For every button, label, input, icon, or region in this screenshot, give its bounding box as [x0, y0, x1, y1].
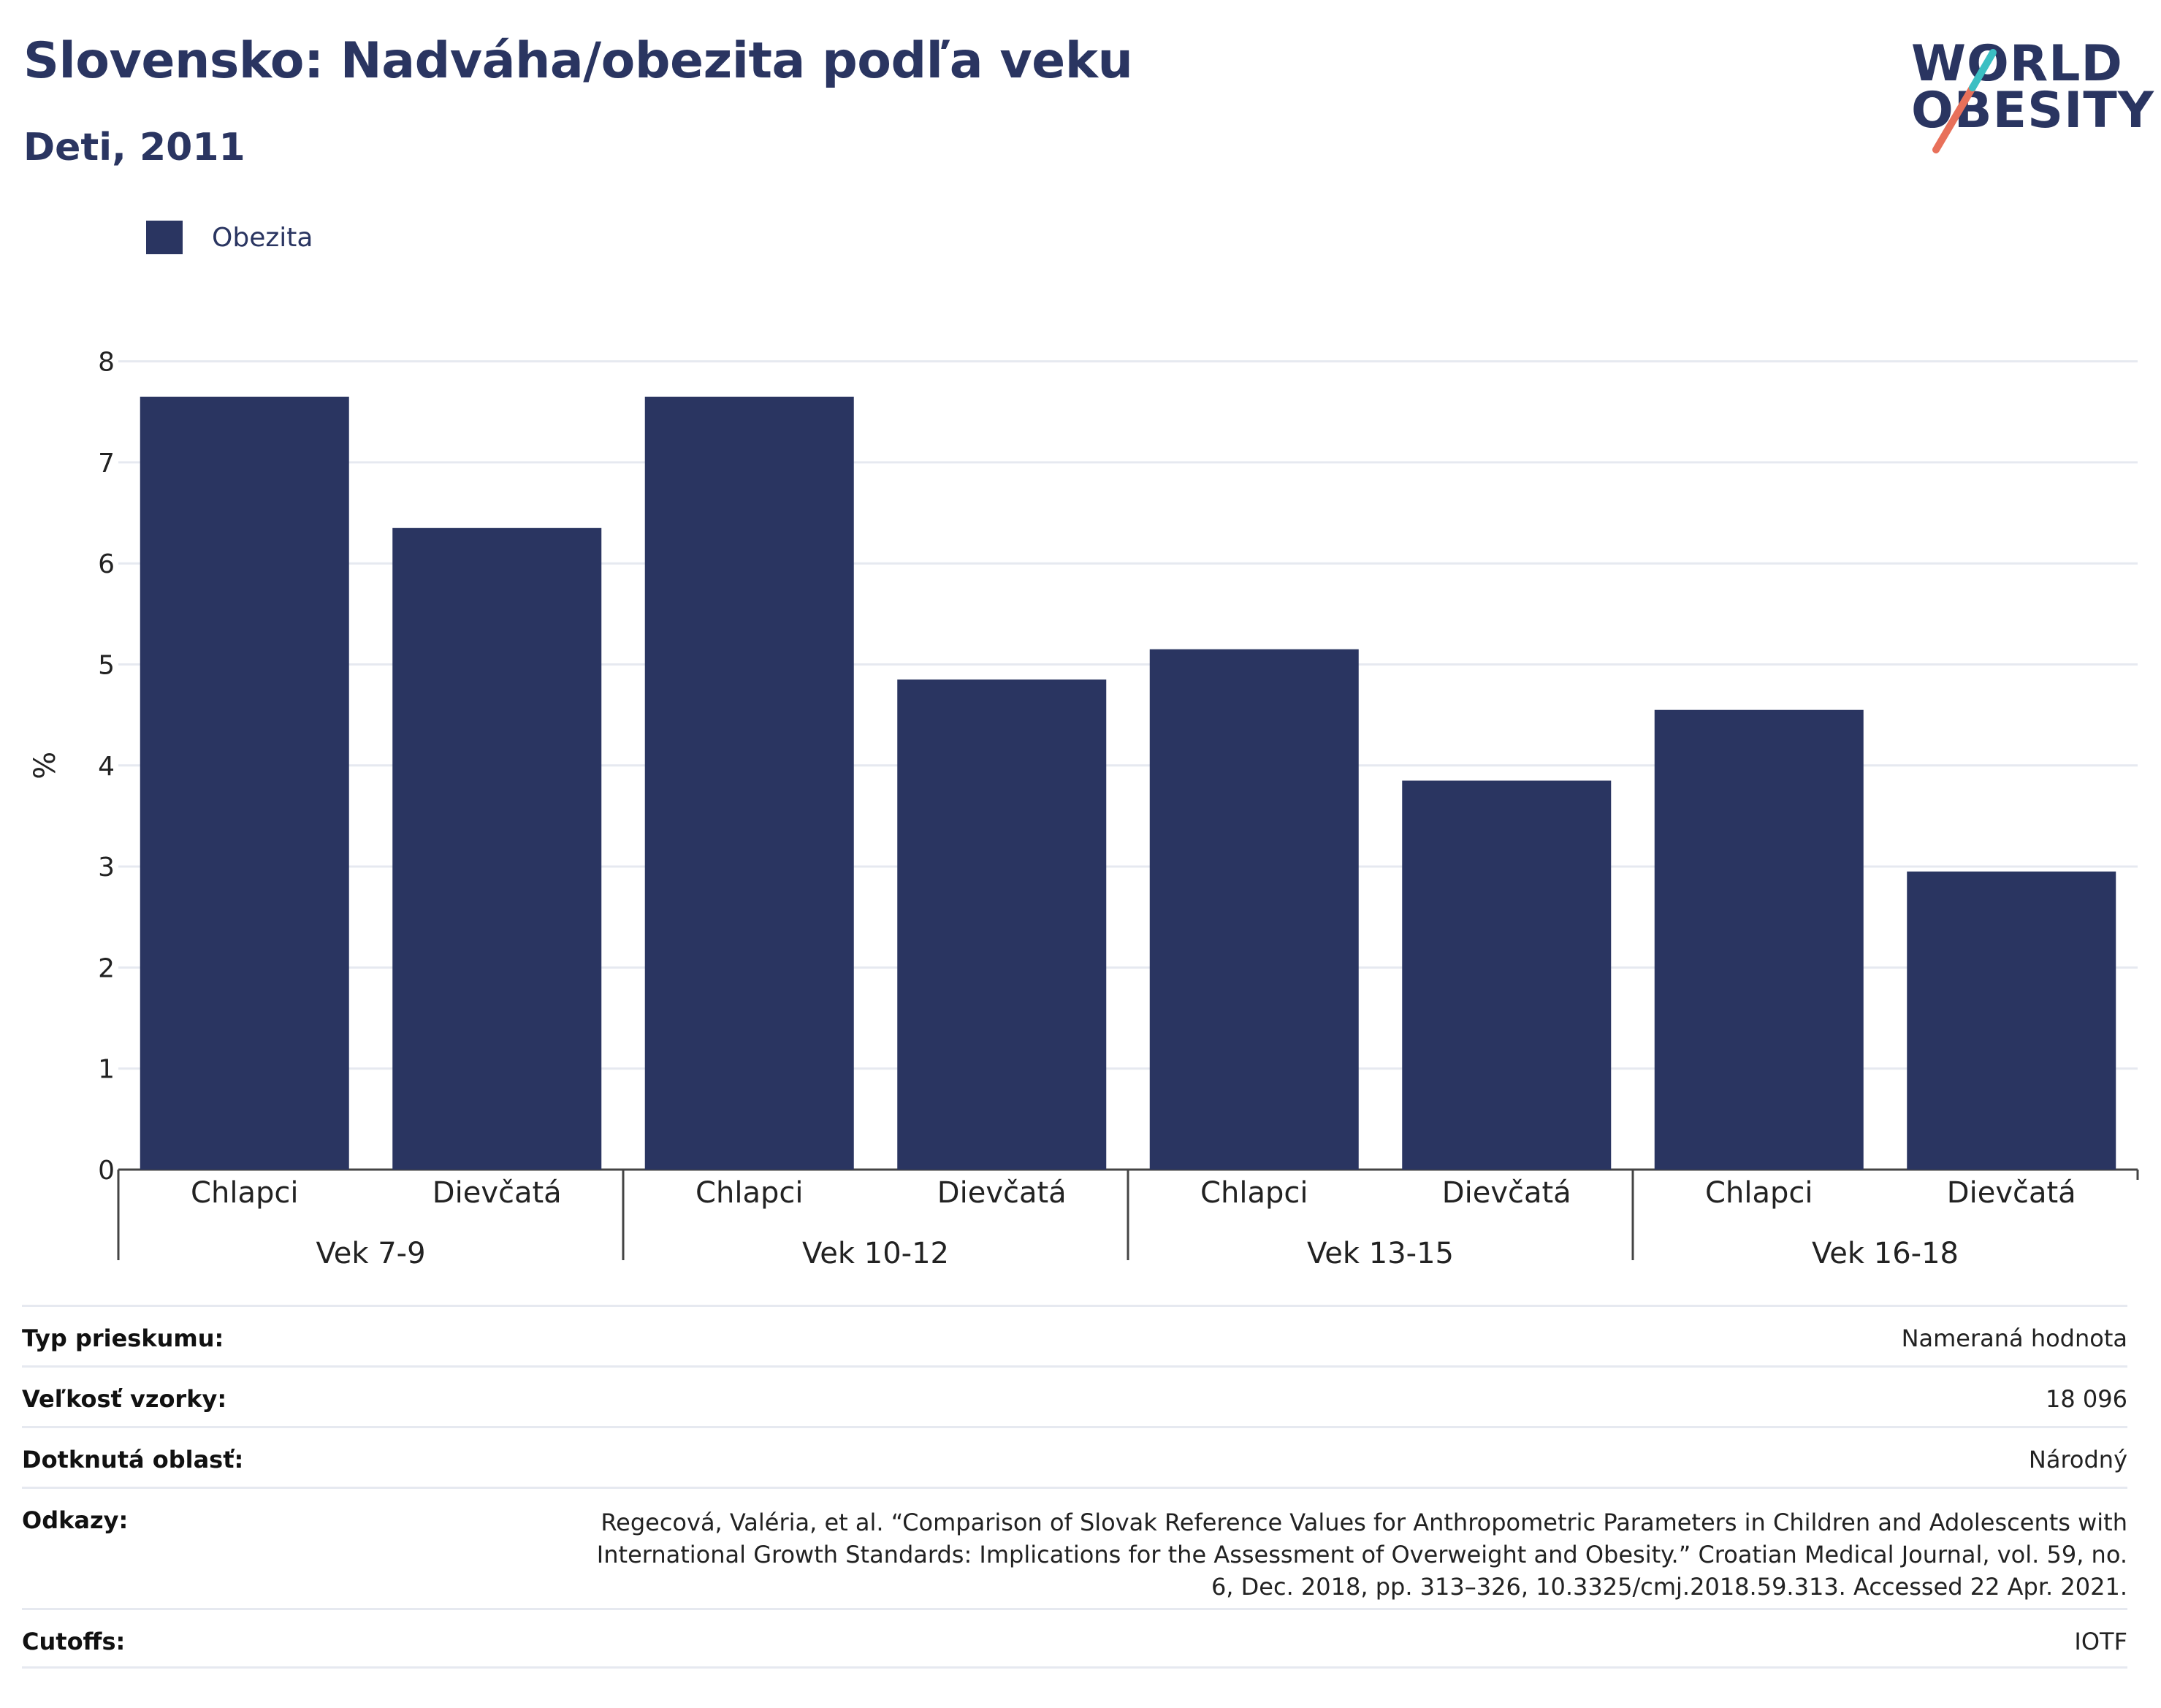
page-title: Slovensko: Nadváha/obezita podľa veku: [23, 32, 1133, 90]
x-category-label: Chlapci: [1200, 1176, 1308, 1210]
info-row-cutoffs: Cutoffs: IOTF: [22, 1608, 2127, 1669]
info-row-references: Odkazy: Regecová, Valéria, et al. “Compa…: [22, 1487, 2127, 1608]
y-tick-label-3: 3: [98, 853, 115, 882]
bar-3-chlapci: [1149, 649, 1359, 1170]
world-obesity-logo: WORLD OBESITY: [1899, 29, 2154, 153]
info-key-survey-type: Typ prieskumu:: [22, 1324, 224, 1352]
x-category-label: Chlapci: [695, 1176, 803, 1210]
bar-3-dievčatá: [1402, 780, 1612, 1170]
info-key-references: Odkazy:: [22, 1506, 129, 1534]
info-key-cutoffs: Cutoffs:: [22, 1628, 126, 1655]
logo-slash-icon: [1932, 49, 1997, 153]
legend-label-obezita: Obezita: [212, 222, 313, 253]
bar-4-chlapci: [1654, 709, 1864, 1170]
bar-1-chlapci: [140, 397, 349, 1170]
info-value-cutoffs: IOTF: [2074, 1628, 2127, 1655]
x-category-label: Chlapci: [191, 1176, 298, 1210]
logo-text-world: WORLD: [1911, 35, 2123, 93]
x-group-label: Vek 16-18: [1812, 1237, 1959, 1270]
info-key-area: Dotknutá oblasť:: [22, 1446, 244, 1473]
x-category-label: Dievčatá: [937, 1176, 1067, 1210]
x-category-label: Dievčatá: [1442, 1176, 1571, 1210]
bar-1-dievčatá: [392, 527, 602, 1170]
y-tick-label-2: 2: [98, 953, 115, 983]
info-row-survey-type: Typ prieskumu: Nameraná hodnota: [22, 1305, 2127, 1365]
x-category-label: Dievčatá: [432, 1176, 562, 1210]
info-value-area: Národný: [2028, 1446, 2127, 1473]
y-tick-label-8: 8: [98, 348, 115, 378]
y-tick-label-0: 0: [98, 1156, 115, 1186]
y-tick-label-5: 5: [98, 651, 115, 681]
info-value-sample-size: 18 096: [2046, 1385, 2127, 1413]
page-subtitle: Deti, 2011: [23, 126, 245, 169]
x-category-label: Chlapci: [1705, 1176, 1813, 1210]
bar-2-chlapci: [644, 397, 854, 1170]
bar-2-dievčatá: [897, 679, 1107, 1170]
info-value-survey-type: Nameraná hodnota: [1901, 1324, 2127, 1352]
y-tick-label-1: 1: [98, 1055, 115, 1085]
y-tick-label-7: 7: [98, 449, 115, 479]
x-group-label: Vek 7-9: [316, 1237, 425, 1270]
info-row-sample-size: Veľkosť vzorky: 18 096: [22, 1365, 2127, 1426]
legend-swatch-obezita: [146, 221, 183, 254]
x-group-label: Vek 10-12: [802, 1237, 949, 1270]
info-value-references: Regecová, Valéria, et al. “Comparison of…: [596, 1509, 2127, 1601]
info-row-area: Dotknutá oblasť: Národný: [22, 1426, 2127, 1487]
x-group-label: Vek 13-15: [1307, 1237, 1454, 1270]
chart-legend: Obezita: [146, 219, 313, 256]
bar-4-dievčatá: [1907, 872, 2116, 1170]
y-tick-label-4: 4: [98, 752, 115, 782]
x-category-label: Dievčatá: [1947, 1176, 2076, 1210]
y-axis-label: %: [28, 752, 62, 779]
y-tick-label-6: 6: [98, 549, 115, 579]
survey-info-table: Typ prieskumu: Nameraná hodnota Veľkosť …: [22, 1305, 2127, 1669]
info-key-sample-size: Veľkosť vzorky:: [22, 1385, 227, 1413]
